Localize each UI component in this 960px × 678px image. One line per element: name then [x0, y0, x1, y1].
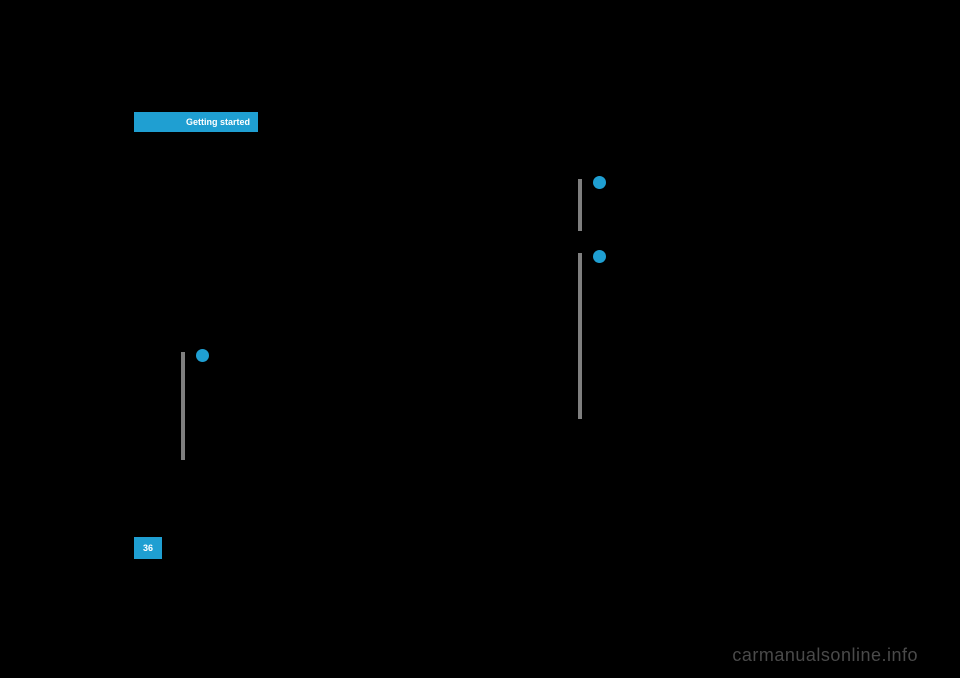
page-number: 36 — [143, 543, 153, 553]
info-bullet-icon — [593, 176, 606, 189]
section-header-bar: Getting started — [134, 112, 258, 132]
info-bar-right-lower — [578, 253, 582, 419]
page-number-badge: 36 — [134, 537, 162, 559]
section-header-title: Getting started — [186, 117, 250, 127]
info-bar-right-upper — [578, 179, 582, 231]
watermark-text: carmanualsonline.info — [732, 645, 918, 666]
info-bullet-icon — [593, 250, 606, 263]
info-bar-left — [181, 352, 185, 460]
info-bullet-icon — [196, 349, 209, 362]
manual-page: Getting started 36 — [134, 82, 826, 596]
